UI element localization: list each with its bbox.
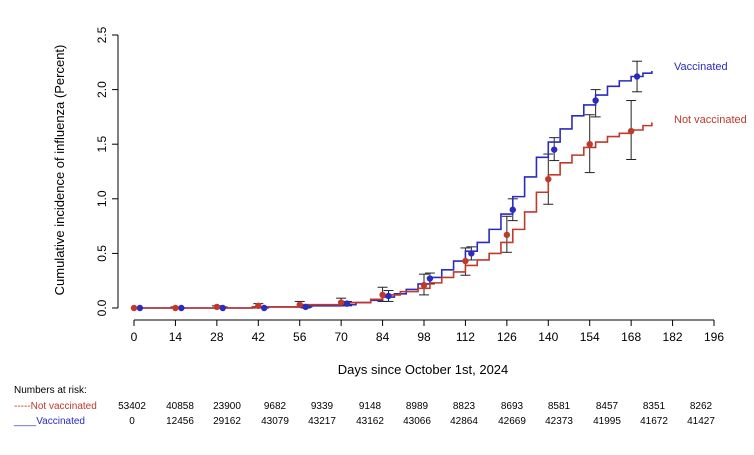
x-tick-label: 0 [131,330,138,344]
vaccinated-line [134,71,653,309]
not-vaccinated-point [420,281,428,289]
not-vaccinated-point [586,141,593,148]
risk-table: Numbers at risk: -----Not vaccinated ___… [13,385,715,427]
risk-value-not-vaccinated: 8457 [596,401,619,412]
vaccinated-point [551,146,558,153]
risk-value-not-vaccinated: 9682 [264,401,287,412]
risk-row-vaccinated-label: ____Vaccinated [13,416,85,427]
risk-value-vaccinated: 42373 [545,416,573,427]
risk-value-not-vaccinated: 53402 [118,401,146,412]
risk-value-vaccinated: 41995 [593,416,621,427]
x-tick-label: 14 [169,330,183,344]
risk-value-vaccinated: 43162 [356,416,384,427]
x-axis-label: Days since October 1st, 2024 [338,362,509,377]
vaccinated-point [261,304,268,312]
not-vaccinated-point [130,304,138,312]
x-tick-label: 126 [497,330,517,344]
y-tick-label: 0.5 [95,245,109,262]
not-vaccinated-line [134,122,653,309]
risk-value-not-vaccinated: 9148 [359,401,382,412]
y-axis-label: Cumulative incidence of influenza (Perce… [52,45,67,296]
not-vaccinated-point [172,304,179,312]
not-vaccinated-point [296,301,303,308]
vaccinated-series-label: Vaccinated [674,61,728,73]
risk-value-not-vaccinated: 8581 [548,401,571,412]
x-tick-label: 140 [538,330,558,344]
risk-value-vaccinated: 42864 [450,416,478,427]
not-vaccinated-series-label: Not vaccinated [674,114,747,126]
vaccinated-point [302,303,309,311]
y-tick-label: 1.5 [95,136,109,153]
risk-value-vaccinated: 43079 [261,416,289,427]
vaccinated-point [633,73,641,80]
not-vaccinated-point [379,291,386,299]
risk-value-not-vaccinated: 8693 [501,401,524,412]
vaccinated-point [592,97,599,104]
y-tick-label: 1.0 [95,190,109,207]
not-vaccinated-point [213,303,221,311]
vaccinated-point [426,275,434,282]
risk-value-not-vaccinated: 8351 [643,401,666,412]
not-vaccinated-point [337,299,345,306]
x-tick-label: 56 [293,330,307,344]
axes [117,35,714,321]
error-bars [170,60,643,309]
x-tick-label: 84 [376,330,390,344]
risk-value-vaccinated: 12456 [166,416,194,427]
risk-value-not-vaccinated: 8262 [690,401,713,412]
risk-value-vaccinated: 43066 [403,416,431,427]
series-markers [130,73,641,312]
not-vaccinated-point [545,175,552,183]
risk-value-not-vaccinated: 23900 [213,401,241,412]
vaccinated-point [343,300,351,307]
risk-value-not-vaccinated: 8989 [406,401,429,412]
x-tick-label: 182 [663,330,683,344]
not-vaccinated-point [462,257,469,265]
x-tick-label: 42 [252,330,266,344]
y-tick-label: 0.0 [95,299,109,316]
x-tick-label: 28 [210,330,224,344]
x-tick-label: 112 [456,330,475,344]
risk-value-vaccinated: 41427 [687,416,715,427]
y-tick-label: 2.5 [95,26,109,43]
risk-value-vaccinated: 43217 [308,416,336,427]
risk-table-heading: Numbers at risk: [14,385,87,396]
vaccinated-point [178,304,185,312]
risk-value-vaccinated: 41672 [640,416,668,427]
risk-value-vaccinated: 42669 [498,416,526,427]
risk-value-vaccinated: 0 [129,416,135,427]
risk-value-not-vaccinated: 40858 [166,401,194,412]
x-tick-label: 154 [580,330,600,344]
vaccinated-point [136,304,144,312]
risk-value-not-vaccinated: 8823 [453,401,476,412]
series-lines [134,71,653,309]
x-tick-label: 70 [334,330,348,344]
vaccinated-point [509,206,516,213]
series-labels: Vaccinated Not vaccinated [674,61,747,126]
risk-value-not-vaccinated: 9339 [311,401,334,412]
vaccinated-point [219,304,226,312]
x-tick-label: 196 [704,330,724,344]
vaccinated-point [385,292,392,300]
y-tick-label: 2.0 [95,81,109,98]
x-tick-label: 98 [417,330,431,344]
not-vaccinated-point [627,127,635,135]
not-vaccinated-point [255,302,262,310]
vaccinated-point [468,250,475,257]
ticks: 0 14 28 42 56 70 84 98 112 126 140 154 168 182 196 0.0 0… [95,26,724,344]
risk-row-not-vaccinated-label: -----Not vaccinated [14,401,97,412]
x-tick-label: 168 [621,330,641,344]
risk-value-vaccinated: 29162 [213,416,241,427]
not-vaccinated-point [503,231,511,239]
